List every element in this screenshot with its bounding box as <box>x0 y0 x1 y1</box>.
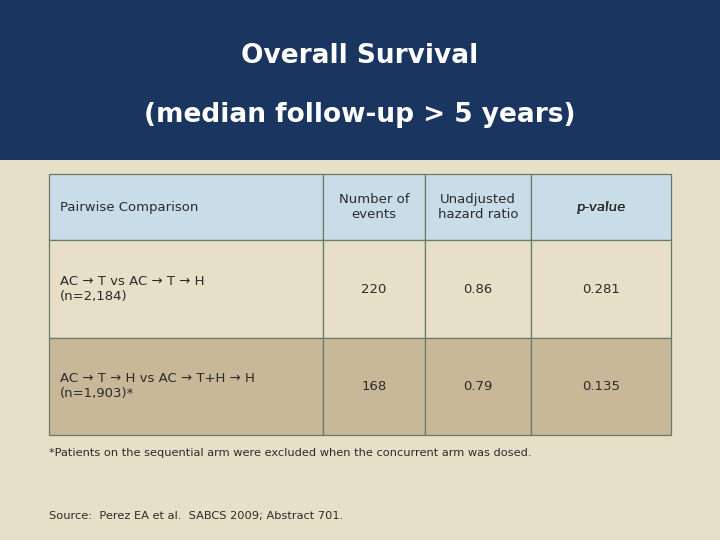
Text: 0.281: 0.281 <box>582 282 620 295</box>
FancyBboxPatch shape <box>49 240 323 338</box>
Text: 0.86: 0.86 <box>464 282 492 295</box>
FancyBboxPatch shape <box>531 338 671 435</box>
FancyBboxPatch shape <box>49 338 323 435</box>
FancyBboxPatch shape <box>426 338 531 435</box>
FancyBboxPatch shape <box>426 240 531 338</box>
Text: Source:  Perez EA et al.  SABCS 2009; Abstract 701.: Source: Perez EA et al. SABCS 2009; Abst… <box>49 511 343 521</box>
FancyBboxPatch shape <box>531 174 671 240</box>
FancyBboxPatch shape <box>426 174 531 240</box>
Text: 220: 220 <box>361 282 387 295</box>
Text: AC → T vs AC → T → H
(n=2,184): AC → T vs AC → T → H (n=2,184) <box>60 275 204 303</box>
Text: (median follow-up > 5 years): (median follow-up > 5 years) <box>144 102 576 128</box>
Text: Unadjusted
hazard ratio: Unadjusted hazard ratio <box>438 193 518 221</box>
Text: p-value: p-value <box>577 201 626 214</box>
Text: AC → T → H vs AC → T+H → H
(n=1,903)*: AC → T → H vs AC → T+H → H (n=1,903)* <box>60 372 255 400</box>
FancyBboxPatch shape <box>323 338 426 435</box>
Text: 0.135: 0.135 <box>582 380 620 393</box>
FancyBboxPatch shape <box>49 174 323 240</box>
Text: 168: 168 <box>361 380 387 393</box>
Text: Overall Survival: Overall Survival <box>241 43 479 69</box>
Text: *Patients on the sequential arm were excluded when the concurrent arm was dosed.: *Patients on the sequential arm were exc… <box>49 448 531 458</box>
FancyBboxPatch shape <box>323 174 426 240</box>
FancyBboxPatch shape <box>323 240 426 338</box>
FancyBboxPatch shape <box>0 0 720 160</box>
Text: Pairwise Comparison: Pairwise Comparison <box>60 201 198 214</box>
FancyBboxPatch shape <box>531 240 671 338</box>
Text: Number of
events: Number of events <box>338 193 409 221</box>
Text: 0.79: 0.79 <box>464 380 493 393</box>
Text: p-value: p-value <box>577 201 626 214</box>
